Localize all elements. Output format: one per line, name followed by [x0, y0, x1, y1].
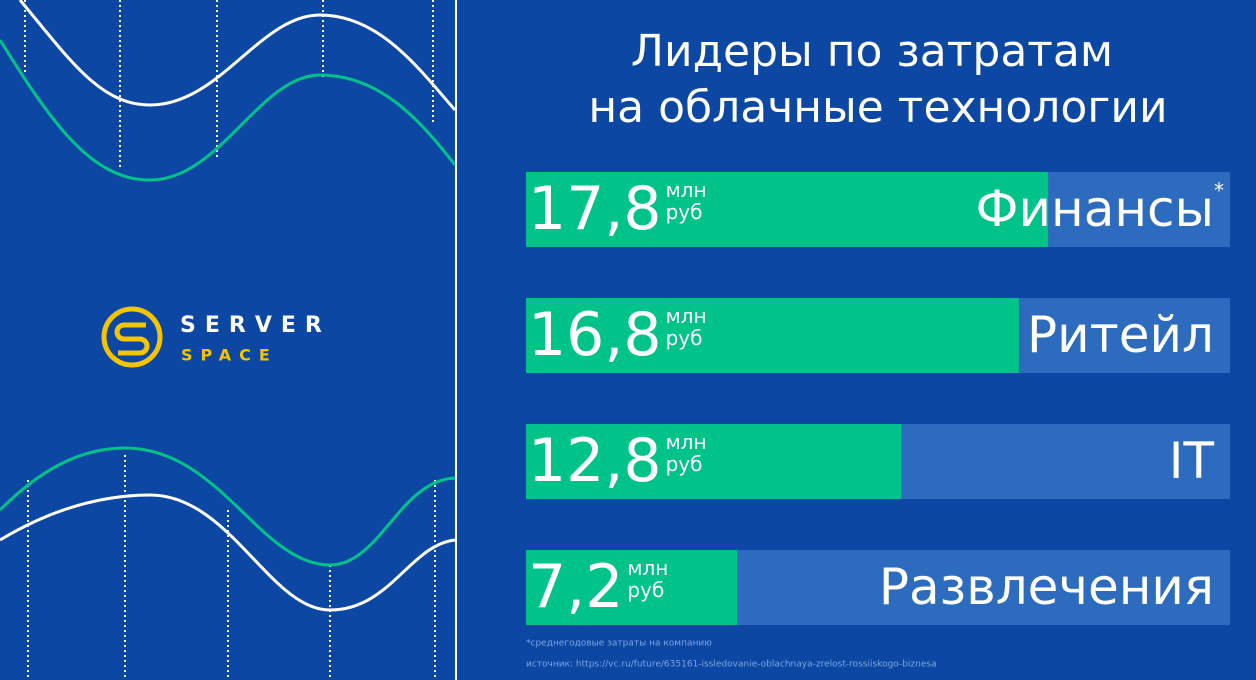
annotation: * — [1214, 179, 1224, 203]
unit-label: руб — [627, 578, 664, 602]
logo-ring — [101, 306, 163, 368]
value-label: 17,8 — [528, 174, 662, 244]
category-label: IT — [1169, 432, 1215, 490]
unit-label: млн — [666, 178, 707, 202]
title-line: на облачные технологии — [588, 82, 1167, 133]
logo-s — [114, 322, 150, 356]
bar — [526, 172, 1049, 247]
brand-line1: SERVER — [180, 313, 331, 338]
bar — [526, 298, 1019, 373]
bar — [526, 424, 902, 499]
category-label: Ритейл — [1027, 306, 1214, 364]
footnote: *среднегодовые затраты на компанию — [526, 639, 712, 649]
value-label: 7,2 — [528, 552, 623, 622]
unit-label: руб — [666, 452, 703, 476]
unit-label: руб — [666, 200, 703, 224]
decoration — [0, 0, 457, 680]
value-label: 12,8 — [528, 426, 662, 496]
category-label: Развлечения — [879, 558, 1214, 616]
unit-label: млн — [666, 430, 707, 454]
category-label: Финансы — [975, 180, 1214, 238]
value-label: 16,8 — [528, 300, 662, 370]
source: источник: https://vc.ru/future/635161-is… — [526, 660, 937, 670]
unit-label: руб — [666, 326, 703, 350]
title-line: Лидеры по затратам — [631, 26, 1113, 77]
logo: SERVER SPACE — [101, 306, 331, 368]
unit-label: млн — [627, 556, 668, 580]
unit-label: млн — [666, 304, 707, 328]
brand-line2: SPACE — [181, 346, 278, 365]
bar — [526, 550, 738, 625]
